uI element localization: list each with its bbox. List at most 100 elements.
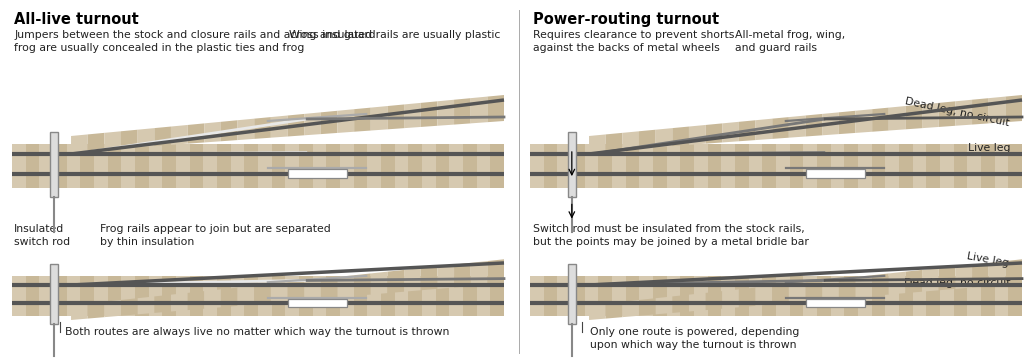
Polygon shape — [939, 266, 955, 290]
Bar — [994, 144, 1009, 188]
Polygon shape — [187, 123, 204, 144]
Polygon shape — [639, 130, 655, 148]
Polygon shape — [589, 303, 605, 320]
Bar — [148, 276, 163, 316]
Bar — [735, 276, 749, 316]
Polygon shape — [689, 125, 706, 145]
Bar — [217, 276, 230, 316]
Bar — [204, 276, 217, 316]
Polygon shape — [321, 111, 338, 134]
Polygon shape — [238, 286, 254, 306]
Polygon shape — [922, 103, 939, 128]
Bar — [176, 144, 189, 188]
Bar — [1009, 144, 1022, 188]
Polygon shape — [855, 275, 872, 297]
Polygon shape — [673, 127, 689, 146]
Polygon shape — [238, 119, 254, 140]
Bar — [12, 276, 26, 316]
Polygon shape — [288, 281, 304, 302]
Bar — [67, 144, 80, 188]
Bar — [258, 144, 271, 188]
Bar — [530, 276, 544, 316]
Bar — [368, 144, 381, 188]
Polygon shape — [739, 287, 756, 307]
Bar — [288, 299, 346, 307]
Polygon shape — [806, 114, 822, 136]
Bar — [299, 276, 312, 316]
Bar — [708, 276, 721, 316]
Bar — [94, 144, 108, 188]
Polygon shape — [655, 297, 673, 314]
Bar — [871, 144, 886, 188]
Text: Jumpers between the stock and closure rails and across insulated
frog are usuall: Jumpers between the stock and closure ra… — [14, 30, 372, 53]
Bar — [476, 276, 490, 316]
Bar — [804, 276, 817, 316]
Bar — [994, 276, 1009, 316]
Bar — [463, 276, 476, 316]
Bar — [435, 144, 450, 188]
Bar — [858, 144, 871, 188]
Bar — [585, 144, 598, 188]
Bar — [53, 276, 67, 316]
Bar — [804, 144, 817, 188]
Bar — [80, 276, 94, 316]
Bar — [968, 276, 981, 316]
Bar — [927, 276, 940, 316]
Polygon shape — [71, 134, 88, 152]
Polygon shape — [756, 119, 772, 140]
Bar — [940, 144, 953, 188]
Bar — [258, 276, 271, 316]
Polygon shape — [354, 107, 371, 132]
Polygon shape — [772, 117, 788, 139]
Polygon shape — [254, 117, 271, 139]
Polygon shape — [271, 115, 288, 138]
Bar — [981, 276, 994, 316]
Polygon shape — [872, 273, 889, 296]
Text: Live leg: Live leg — [967, 252, 1010, 269]
Bar — [286, 276, 299, 316]
Bar — [312, 144, 327, 188]
Bar — [544, 276, 557, 316]
Polygon shape — [471, 261, 487, 286]
Bar — [749, 276, 762, 316]
Bar — [871, 276, 886, 316]
Bar — [899, 276, 912, 316]
Bar — [271, 276, 286, 316]
Polygon shape — [889, 272, 905, 294]
Bar — [67, 276, 80, 316]
Bar — [557, 276, 571, 316]
Polygon shape — [338, 109, 354, 133]
Polygon shape — [104, 131, 121, 150]
Bar — [790, 276, 804, 316]
Polygon shape — [623, 131, 639, 150]
Polygon shape — [387, 105, 404, 129]
Polygon shape — [471, 97, 487, 123]
Polygon shape — [605, 133, 623, 151]
Polygon shape — [88, 133, 104, 151]
Bar — [571, 276, 585, 316]
Polygon shape — [822, 279, 839, 300]
Bar — [245, 276, 258, 316]
Bar — [381, 276, 394, 316]
Bar — [762, 276, 776, 316]
Bar — [886, 276, 899, 316]
Polygon shape — [655, 128, 673, 147]
Bar — [422, 276, 435, 316]
Bar — [667, 276, 680, 316]
Text: Dead leg, no circuit: Dead leg, no circuit — [903, 278, 1010, 288]
Polygon shape — [171, 125, 187, 145]
Polygon shape — [589, 134, 605, 152]
Bar — [953, 144, 968, 188]
Polygon shape — [839, 111, 855, 134]
Bar — [409, 144, 422, 188]
Polygon shape — [104, 300, 121, 317]
Bar — [394, 276, 409, 316]
Polygon shape — [121, 298, 137, 316]
Polygon shape — [673, 295, 689, 313]
Text: Live leg: Live leg — [968, 143, 1010, 153]
Bar — [26, 144, 39, 188]
Bar — [598, 144, 612, 188]
Polygon shape — [437, 265, 454, 289]
Bar — [121, 144, 135, 188]
Bar — [340, 276, 353, 316]
